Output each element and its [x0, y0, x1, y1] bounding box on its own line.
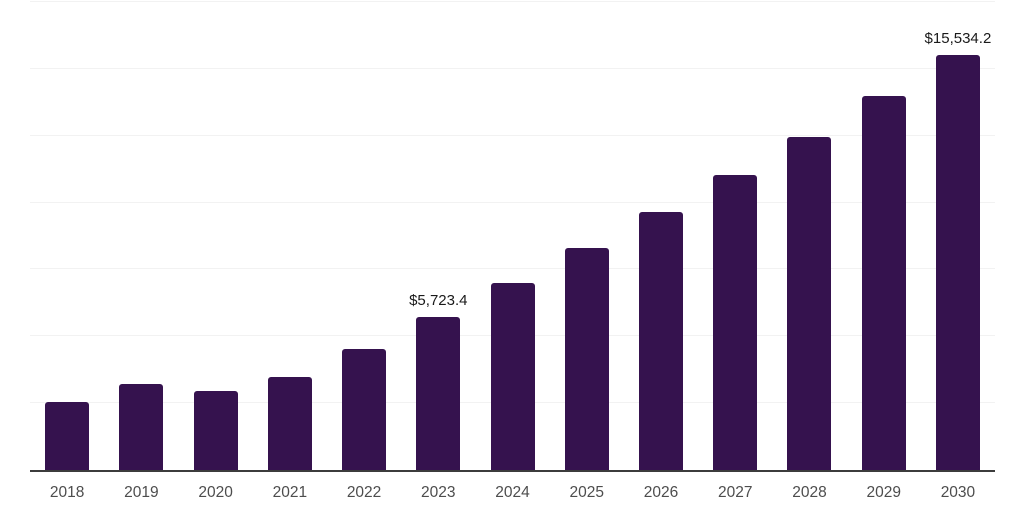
x-tick-2027: 2027 — [717, 484, 753, 501]
x-tick-2028: 2028 — [792, 484, 827, 501]
gridline — [30, 67, 995, 69]
bar-2028 — [787, 137, 832, 470]
bar-2024 — [490, 283, 535, 470]
bar-band-2023: $5,723.4 — [401, 2, 475, 470]
plot-area: $5,723.4 $15,534.2 — [30, 1, 995, 472]
x-tick-2022: 2022 — [346, 484, 382, 501]
bar-band-2030: $15,534.2 — [921, 2, 995, 470]
bar-2026 — [638, 211, 683, 470]
x-axis-line — [30, 470, 995, 472]
bar-band-2021 — [253, 2, 327, 470]
gridline — [30, 268, 995, 270]
gridline — [30, 1, 995, 2]
bar-2029 — [861, 96, 906, 470]
x-tick-2029: 2029 — [866, 484, 901, 501]
x-tick-2018: 2018 — [49, 484, 85, 501]
bar-2027 — [713, 175, 758, 470]
bar-band-2024 — [475, 2, 549, 470]
bar-band-2027 — [698, 2, 772, 470]
x-tick-2024: 2024 — [495, 484, 530, 501]
x-tick-2021: 2021 — [272, 484, 308, 501]
bar-band-2029 — [847, 2, 921, 470]
x-tick-2025: 2025 — [569, 484, 604, 501]
gridline — [30, 201, 995, 203]
x-tick-2019: 2019 — [124, 484, 159, 501]
bar-2025 — [564, 248, 609, 470]
bar-2023 — [416, 316, 461, 470]
x-tick-2030: 2030 — [940, 484, 976, 501]
x-axis-labels: 2018 2019 2020 2021 2022 2023 2024 2025 2026 2027… — [30, 484, 995, 502]
bar-band-2018 — [30, 2, 104, 470]
bar-band-2026 — [624, 2, 698, 470]
x-tick-2026: 2026 — [643, 484, 679, 501]
bar-2030 — [935, 54, 980, 470]
bars-row: $5,723.4 $15,534.2 — [30, 2, 995, 470]
bar-band-2019 — [104, 2, 178, 470]
bar-2022 — [342, 349, 387, 470]
x-tick-2023: 2023 — [421, 484, 456, 501]
bar-2021 — [267, 376, 312, 470]
x-tick-2020: 2020 — [198, 484, 233, 501]
bar-band-2020 — [178, 2, 252, 470]
bar-2018 — [45, 401, 90, 470]
bar-2019 — [119, 384, 164, 470]
bar-band-2028 — [772, 2, 846, 470]
gridline — [30, 134, 995, 136]
bar-2020 — [193, 390, 238, 470]
bar-band-2025 — [550, 2, 624, 470]
bar-value-label-2030: $15,534.2 — [924, 29, 992, 47]
bar-value-label-2023: $5,723.4 — [409, 291, 468, 309]
bar-band-2022 — [327, 2, 401, 470]
